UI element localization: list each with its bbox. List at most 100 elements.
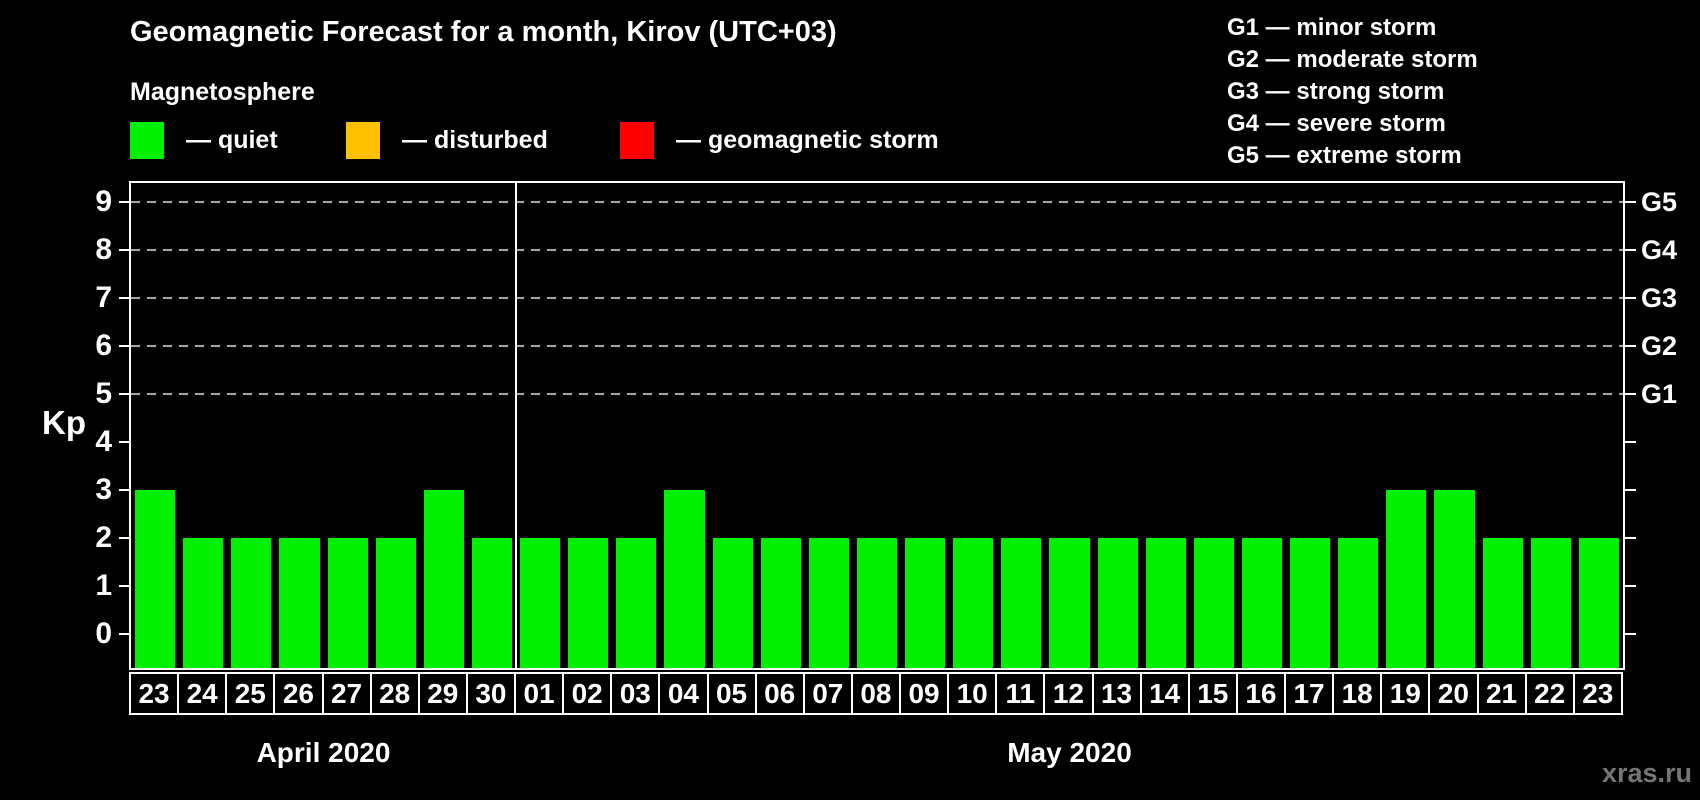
kp-bar-20 [1434, 490, 1475, 668]
kp-bar-21 [1482, 538, 1523, 668]
kp-bar-29 [423, 490, 464, 668]
day-axis-row: 23 24 25 26 27 28 29 30 01 02 03 04 05 06 07 08 09 10 11 12… [129, 672, 1623, 715]
gridline-kp-7 [131, 297, 1623, 299]
day-cell-may-13: 13 [1091, 672, 1142, 715]
kp-bar-25 [231, 538, 272, 668]
day-cell-may-20: 20 [1428, 672, 1479, 715]
day-cell-may-19: 19 [1380, 672, 1431, 715]
kp-bar-12 [1049, 538, 1090, 668]
g-tick-label: G5 [1641, 187, 1678, 217]
left-tick [119, 489, 130, 491]
day-cell-apr-29: 29 [417, 672, 468, 715]
kp-bar-26 [279, 538, 320, 668]
kp-tick-label: 3 [95, 473, 112, 506]
kp-bar-28 [375, 538, 416, 668]
kp-bar-30 [471, 538, 513, 668]
kp-bar-17 [1290, 538, 1331, 668]
kp-bar-16 [1241, 538, 1283, 668]
day-cell-may-17: 17 [1284, 672, 1335, 715]
right-tick [1625, 201, 1636, 203]
day-cell-apr-24: 24 [177, 672, 228, 715]
day-cell-apr-26: 26 [273, 672, 324, 715]
kp-bar-14 [1145, 538, 1186, 668]
kp-bar-23 [135, 490, 176, 668]
magnetosphere-label: Magnetosphere [130, 78, 315, 106]
legend-label: — geomagnetic storm [676, 125, 939, 154]
day-cell-may-09: 09 [899, 672, 950, 715]
kp-tick-label: 6 [95, 329, 112, 362]
left-tick [119, 441, 130, 443]
right-tick [1625, 441, 1636, 443]
kp-bar-24 [183, 538, 224, 668]
gridline-kp-6 [131, 345, 1623, 347]
day-cell-may-06: 06 [754, 672, 805, 715]
left-tick [119, 537, 130, 539]
g-tick-label: G2 [1641, 331, 1678, 361]
day-cell-may-12: 12 [1043, 672, 1094, 715]
day-cell-may-14: 14 [1139, 672, 1190, 715]
kp-bar-27 [327, 538, 368, 668]
g-legend-line: G4 — severe storm [1227, 110, 1446, 137]
storm-color-swatch [620, 121, 654, 159]
legend-label: — disturbed [402, 125, 548, 154]
kp-bar-02 [568, 538, 609, 668]
left-tick [119, 297, 130, 299]
left-tick [119, 201, 130, 203]
left-tick [119, 345, 130, 347]
gridline-kp-9 [131, 201, 1623, 203]
left-tick [119, 249, 130, 251]
kp-tick-label: 2 [95, 521, 112, 554]
kp-bar-08 [856, 538, 898, 668]
right-tick [1625, 249, 1636, 251]
g-legend-line: G5 — extreme storm [1227, 142, 1462, 169]
kp-bar-23 [1578, 538, 1619, 668]
right-tick [1625, 489, 1636, 491]
day-cell-may-03: 03 [610, 672, 661, 715]
legend-item-quiet: — quiet [130, 121, 278, 159]
g-scale-legend: G1 — minor storm G2 — moderate storm G3 … [1227, 12, 1478, 172]
day-cell-may-11: 11 [995, 672, 1046, 715]
right-tick [1625, 633, 1636, 635]
kp-bar-04 [664, 490, 705, 668]
day-cell-may-22: 22 [1524, 672, 1575, 715]
gridline-kp-5 [131, 393, 1623, 395]
left-tick [119, 633, 130, 635]
day-cell-may-18: 18 [1332, 672, 1383, 715]
day-cell-apr-23: 23 [129, 672, 180, 715]
day-cell-may-05: 05 [706, 672, 757, 715]
watermark-xras: xras.ru [1601, 758, 1692, 788]
y-axis-title: Kp [42, 404, 86, 441]
plot-area [129, 181, 1625, 670]
g-legend-line: G1 — minor storm [1227, 14, 1437, 41]
month-separator-line [515, 183, 518, 668]
kp-tick-label: 0 [95, 617, 112, 650]
day-cell-may-23: 23 [1572, 672, 1623, 715]
kp-bar-05 [712, 538, 753, 668]
g-legend-line: G2 — moderate storm [1227, 46, 1478, 73]
g-tick-label: G4 [1641, 235, 1678, 265]
month-label-may: May 2020 [1007, 737, 1132, 768]
kp-bar-22 [1530, 538, 1571, 668]
right-tick [1625, 393, 1636, 395]
kp-bar-06 [760, 538, 801, 668]
right-tick [1625, 537, 1636, 539]
page-title: Geomagnetic Forecast for a month, Kirov … [130, 16, 837, 48]
day-cell-may-07: 07 [802, 672, 853, 715]
kp-bar-18 [1338, 538, 1379, 668]
kp-tick-label: 1 [95, 569, 112, 602]
day-cell-may-16: 16 [1235, 672, 1286, 715]
quiet-color-swatch [130, 121, 164, 159]
left-tick [119, 585, 130, 587]
day-cell-apr-28: 28 [369, 672, 420, 715]
day-cell-apr-25: 25 [225, 672, 276, 715]
kp-bar-03 [616, 538, 657, 668]
g-tick-label: G1 [1641, 379, 1678, 409]
kp-bar-07 [808, 538, 849, 668]
day-cell-may-02: 02 [562, 672, 613, 715]
g-tick-label: G3 [1641, 283, 1678, 313]
day-cell-may-01: 01 [514, 672, 565, 715]
right-tick [1625, 297, 1636, 299]
day-cell-apr-27: 27 [321, 672, 372, 715]
month-label-april: April 2020 [256, 737, 391, 768]
kp-bar-15 [1193, 538, 1234, 668]
